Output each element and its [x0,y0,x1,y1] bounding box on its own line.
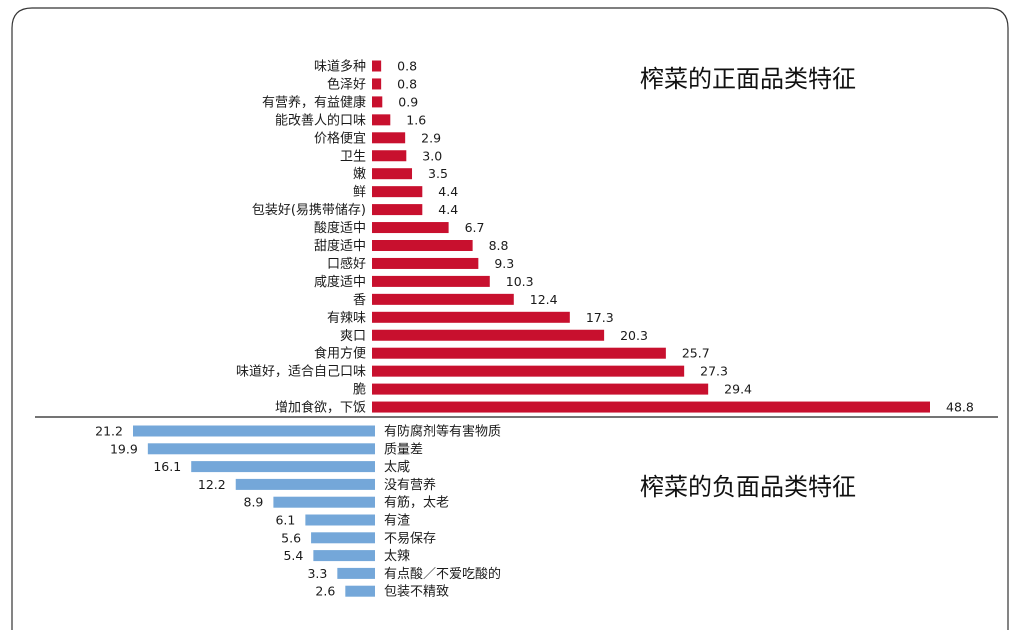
positive-bar [372,132,406,144]
negative-category-label: 太辣 [384,549,410,564]
positive-value-label: 12.4 [530,292,558,307]
negative-bar [305,514,375,526]
positive-bar [372,275,490,287]
positive-value-label: 0.8 [397,59,417,74]
negative-bar [311,532,375,544]
negative-value-label: 3.3 [307,566,327,581]
positive-category-label: 酸度适中 [314,220,366,236]
negative-category-label: 不易保存 [384,531,436,546]
positive-value-label: 20.3 [620,328,648,343]
negative-bar [191,461,375,473]
negative-value-label: 19.9 [110,441,138,456]
positive-bar [372,78,382,90]
negative-value-label: 5.6 [281,530,301,545]
positive-value-label: 10.3 [506,274,534,289]
positive-bar [372,365,685,377]
positive-bar [372,311,570,323]
positive-value-label: 2.9 [421,130,441,145]
positive-value-label: 9.3 [494,256,514,271]
positive-category-label: 香 [353,293,366,308]
positive-value-label: 48.8 [946,400,974,415]
positive-bar [372,168,413,180]
negative-bar [345,585,375,597]
positive-category-label: 价格便宜 [314,130,366,146]
negative-value-label: 6.1 [275,513,295,528]
positive-value-label: 4.4 [438,202,458,217]
positive-bar [372,150,407,162]
negative-bar [133,425,375,437]
negative-value-label: 16.1 [153,459,181,474]
negative-category-label: 太咸 [384,460,410,475]
positive-category-label: 脆 [353,382,366,398]
negative-value-label: 8.9 [244,495,264,510]
positive-value-label: 29.4 [724,382,752,397]
negative-bar [313,550,375,562]
positive-bars: 味道多种 0.8 色泽好 0.8 有营养，有益健康 0.9 能改善人的口味 1.6 价格便宜 2.… [236,59,974,416]
negative-category-label: 有渣 [384,514,410,529]
positive-category-label: 有辣味 [327,311,366,326]
positive-category-label: 包装好(易携带储存) [252,202,366,218]
positive-category-label: 甜度适中 [314,238,366,254]
positive-value-label: 27.3 [700,364,728,379]
negative-bar [337,567,375,579]
positive-bar [372,347,666,359]
positive-category-label: 有营养，有益健康 [262,94,366,110]
negative-category-label: 有筋，太老 [384,495,449,511]
negative-value-label: 5.4 [283,548,303,563]
positive-bar [372,329,605,341]
negative-category-label: 包装不精致 [384,585,449,600]
positive-bar [372,383,709,395]
positive-bar [372,222,449,234]
positive-category-label: 能改善人的口味 [275,112,366,128]
positive-category-label: 嫩 [353,167,366,182]
positive-value-label: 0.8 [397,76,417,91]
positive-value-label: 17.3 [586,310,614,325]
negative-chart-title: 榨菜的负面品类特征 [640,473,856,501]
positive-value-label: 1.6 [406,112,426,127]
positive-value-label: 0.9 [398,94,418,109]
positive-value-label: 8.8 [489,238,509,253]
positive-bar [372,114,391,126]
negative-category-label: 质量差 [384,442,423,457]
positive-bar [372,240,473,251]
positive-category-label: 爽口 [340,329,366,344]
positive-category-label: 色泽好 [327,76,366,92]
positive-value-label: 4.4 [438,184,458,199]
positive-category-label: 鲜 [353,185,366,200]
positive-bar [372,186,423,198]
positive-bar [372,257,479,269]
positive-category-label: 咸度适中 [314,274,366,290]
positive-category-label: 口感好 [327,256,366,272]
positive-category-label: 卫生 [340,149,366,164]
positive-bar [372,60,382,72]
positive-bar [372,96,383,108]
negative-value-label: 2.6 [315,584,335,599]
negative-bar [147,443,375,455]
positive-value-label: 25.7 [682,346,710,361]
negative-bar [235,478,375,490]
positive-category-label: 食用方便 [314,346,366,362]
positive-value-label: 6.7 [465,220,485,235]
negative-bars: 21.2 有防腐剂等有害物质 19.9 质量差 16.1 太咸 12.2 没有营养 8.9 有筋，… [95,424,501,600]
negative-value-label: 12.2 [198,477,226,492]
positive-bar [372,204,423,216]
positive-category-label: 味道好，适合自己口味 [236,365,366,380]
positive-value-label: 3.5 [428,166,448,181]
negative-category-label: 没有营养 [384,477,436,493]
negative-bar [273,496,375,508]
chart-frame [11,7,1009,630]
negative-category-label: 有点酸／不爱吃酸的 [384,566,501,582]
negative-category-label: 有防腐剂等有害物质 [384,424,501,440]
negative-value-label: 21.2 [95,424,123,439]
positive-bar [372,293,514,305]
positive-bar [372,401,930,413]
positive-chart-title: 榨菜的正面品类特征 [640,65,856,93]
positive-category-label: 增加食欲，下饭 [275,400,366,416]
positive-category-label: 味道多种 [314,59,366,75]
positive-value-label: 3.0 [422,148,442,163]
